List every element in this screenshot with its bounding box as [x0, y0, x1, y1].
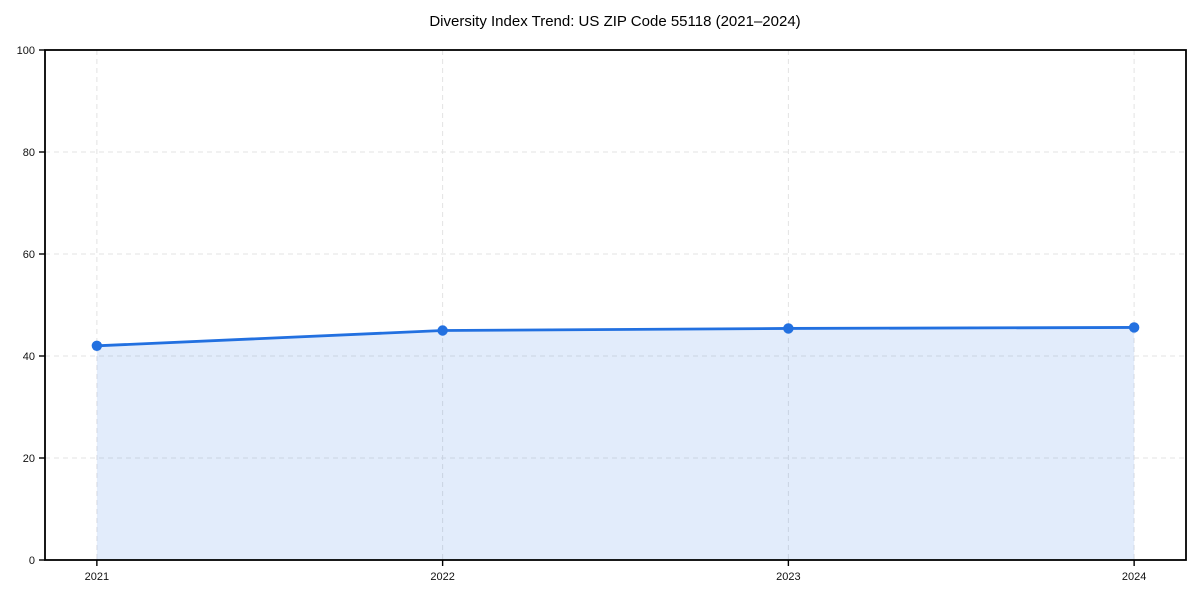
chart-title: Diversity Index Trend: US ZIP Code 55118…: [429, 13, 801, 30]
x-tick-label: 2024: [1122, 571, 1146, 583]
data-point-marker: [1128, 322, 1140, 333]
trend-line: [95, 326, 1136, 348]
y-tick-label: 100: [17, 45, 35, 57]
data-point-marker: [91, 340, 103, 351]
y-tick-label: 40: [23, 351, 35, 363]
y-tick-label: 60: [23, 249, 35, 261]
x-tick-label: 2023: [776, 571, 800, 583]
data-point-marker: [783, 323, 794, 334]
x-tick-label: 2022: [430, 571, 454, 583]
x-tick-label: 2021: [85, 571, 109, 583]
area-fill: [96, 327, 1135, 560]
data-point-marker: [437, 325, 448, 336]
y-tick-label: 20: [23, 453, 35, 465]
y-tick-label: 80: [23, 147, 35, 159]
plot-border: [44, 49, 1187, 561]
y-tick-label: 0: [29, 555, 35, 567]
